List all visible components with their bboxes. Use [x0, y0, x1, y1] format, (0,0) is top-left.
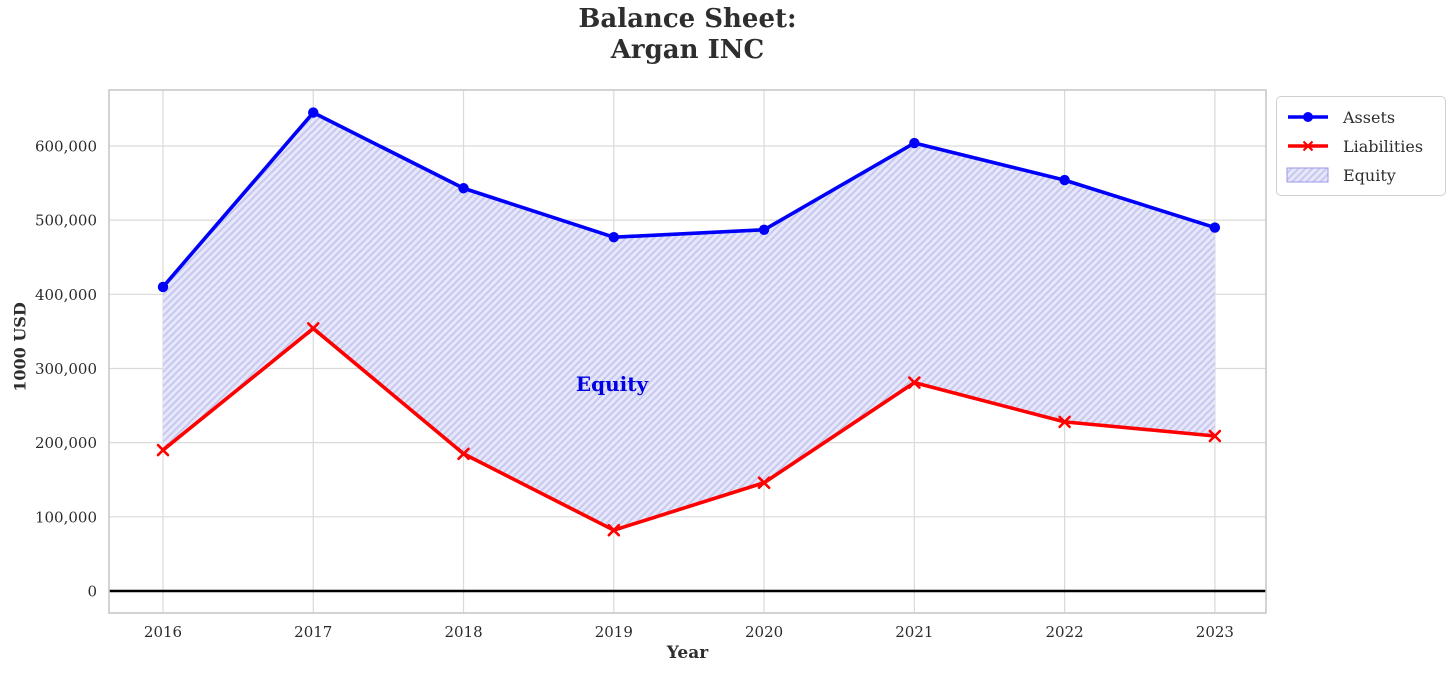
- assets-marker: [1209, 222, 1221, 233]
- assets-marker: [909, 137, 920, 149]
- x-tick-label: 2019: [595, 623, 633, 641]
- legend-label-assets: Assets: [1343, 107, 1396, 127]
- y-tick-label: 300,000: [35, 360, 97, 378]
- x-tick-label: 2021: [895, 623, 933, 641]
- plot-area: [108, 89, 1267, 614]
- liabilities-marker: [306, 322, 320, 335]
- liabilities-marker: [908, 376, 921, 389]
- x-tick-label: 2023: [1196, 623, 1234, 641]
- assets-marker: [157, 281, 169, 293]
- legend-item-equity: Equity: [1286, 163, 1435, 187]
- liabilities-marker: [1058, 415, 1071, 429]
- legend-item-liabilities: Liabilities: [1286, 134, 1435, 158]
- liabilities-marker: [1208, 429, 1222, 443]
- assets-marker: [308, 107, 319, 118]
- liabilities-marker: [457, 447, 470, 461]
- y-tick-label: 200,000: [35, 434, 97, 452]
- x-tick-label: 2017: [294, 623, 332, 641]
- y-tick-label: 100,000: [35, 508, 97, 526]
- equity-annotation: Equity: [575, 372, 649, 396]
- liabilities-marker: [607, 523, 621, 537]
- assets-marker: [458, 183, 469, 194]
- equity-patch-icon: [1286, 167, 1329, 183]
- x-tick-label: 2016: [144, 623, 182, 641]
- assets-marker: [1059, 174, 1070, 186]
- plot-border: [108, 89, 1267, 614]
- x-tick-label: 2020: [745, 623, 783, 641]
- y-tick-label: 400,000: [35, 286, 97, 304]
- x-axis-title: Year: [666, 643, 709, 663]
- legend-label-equity: Equity: [1343, 165, 1396, 185]
- liabilities-marker: [156, 443, 170, 457]
- assets-marker: [608, 232, 620, 243]
- x-tick-label: 2022: [1046, 623, 1084, 641]
- liabilities-line: [161, 326, 1217, 532]
- y-tick-label: 0: [87, 583, 97, 601]
- y-axis-title: 1000 USD: [10, 302, 30, 392]
- legend-item-assets: Assets: [1286, 105, 1435, 129]
- y-tick-label: 600,000: [35, 137, 97, 155]
- legend: Assets Liabilities Equity: [1276, 96, 1446, 196]
- equity-area: [163, 112, 1215, 531]
- liabilities-marker: [757, 476, 771, 490]
- y-tick-label: 500,000: [35, 212, 97, 230]
- assets-line-icon: [1288, 112, 1328, 122]
- axis-tick-labels: 0 100,000 200,000 300,000 400,000 500,000 600,…: [35, 137, 1234, 641]
- legend-label-liabilities: Liabilities: [1343, 136, 1424, 156]
- assets-marker: [758, 224, 770, 235]
- x-tick-label: 2018: [444, 623, 482, 641]
- assets-line: [161, 110, 1217, 289]
- liabilities-line-icon: [1288, 140, 1328, 152]
- chart-title: Balance Sheet: Argan INC: [578, 4, 797, 65]
